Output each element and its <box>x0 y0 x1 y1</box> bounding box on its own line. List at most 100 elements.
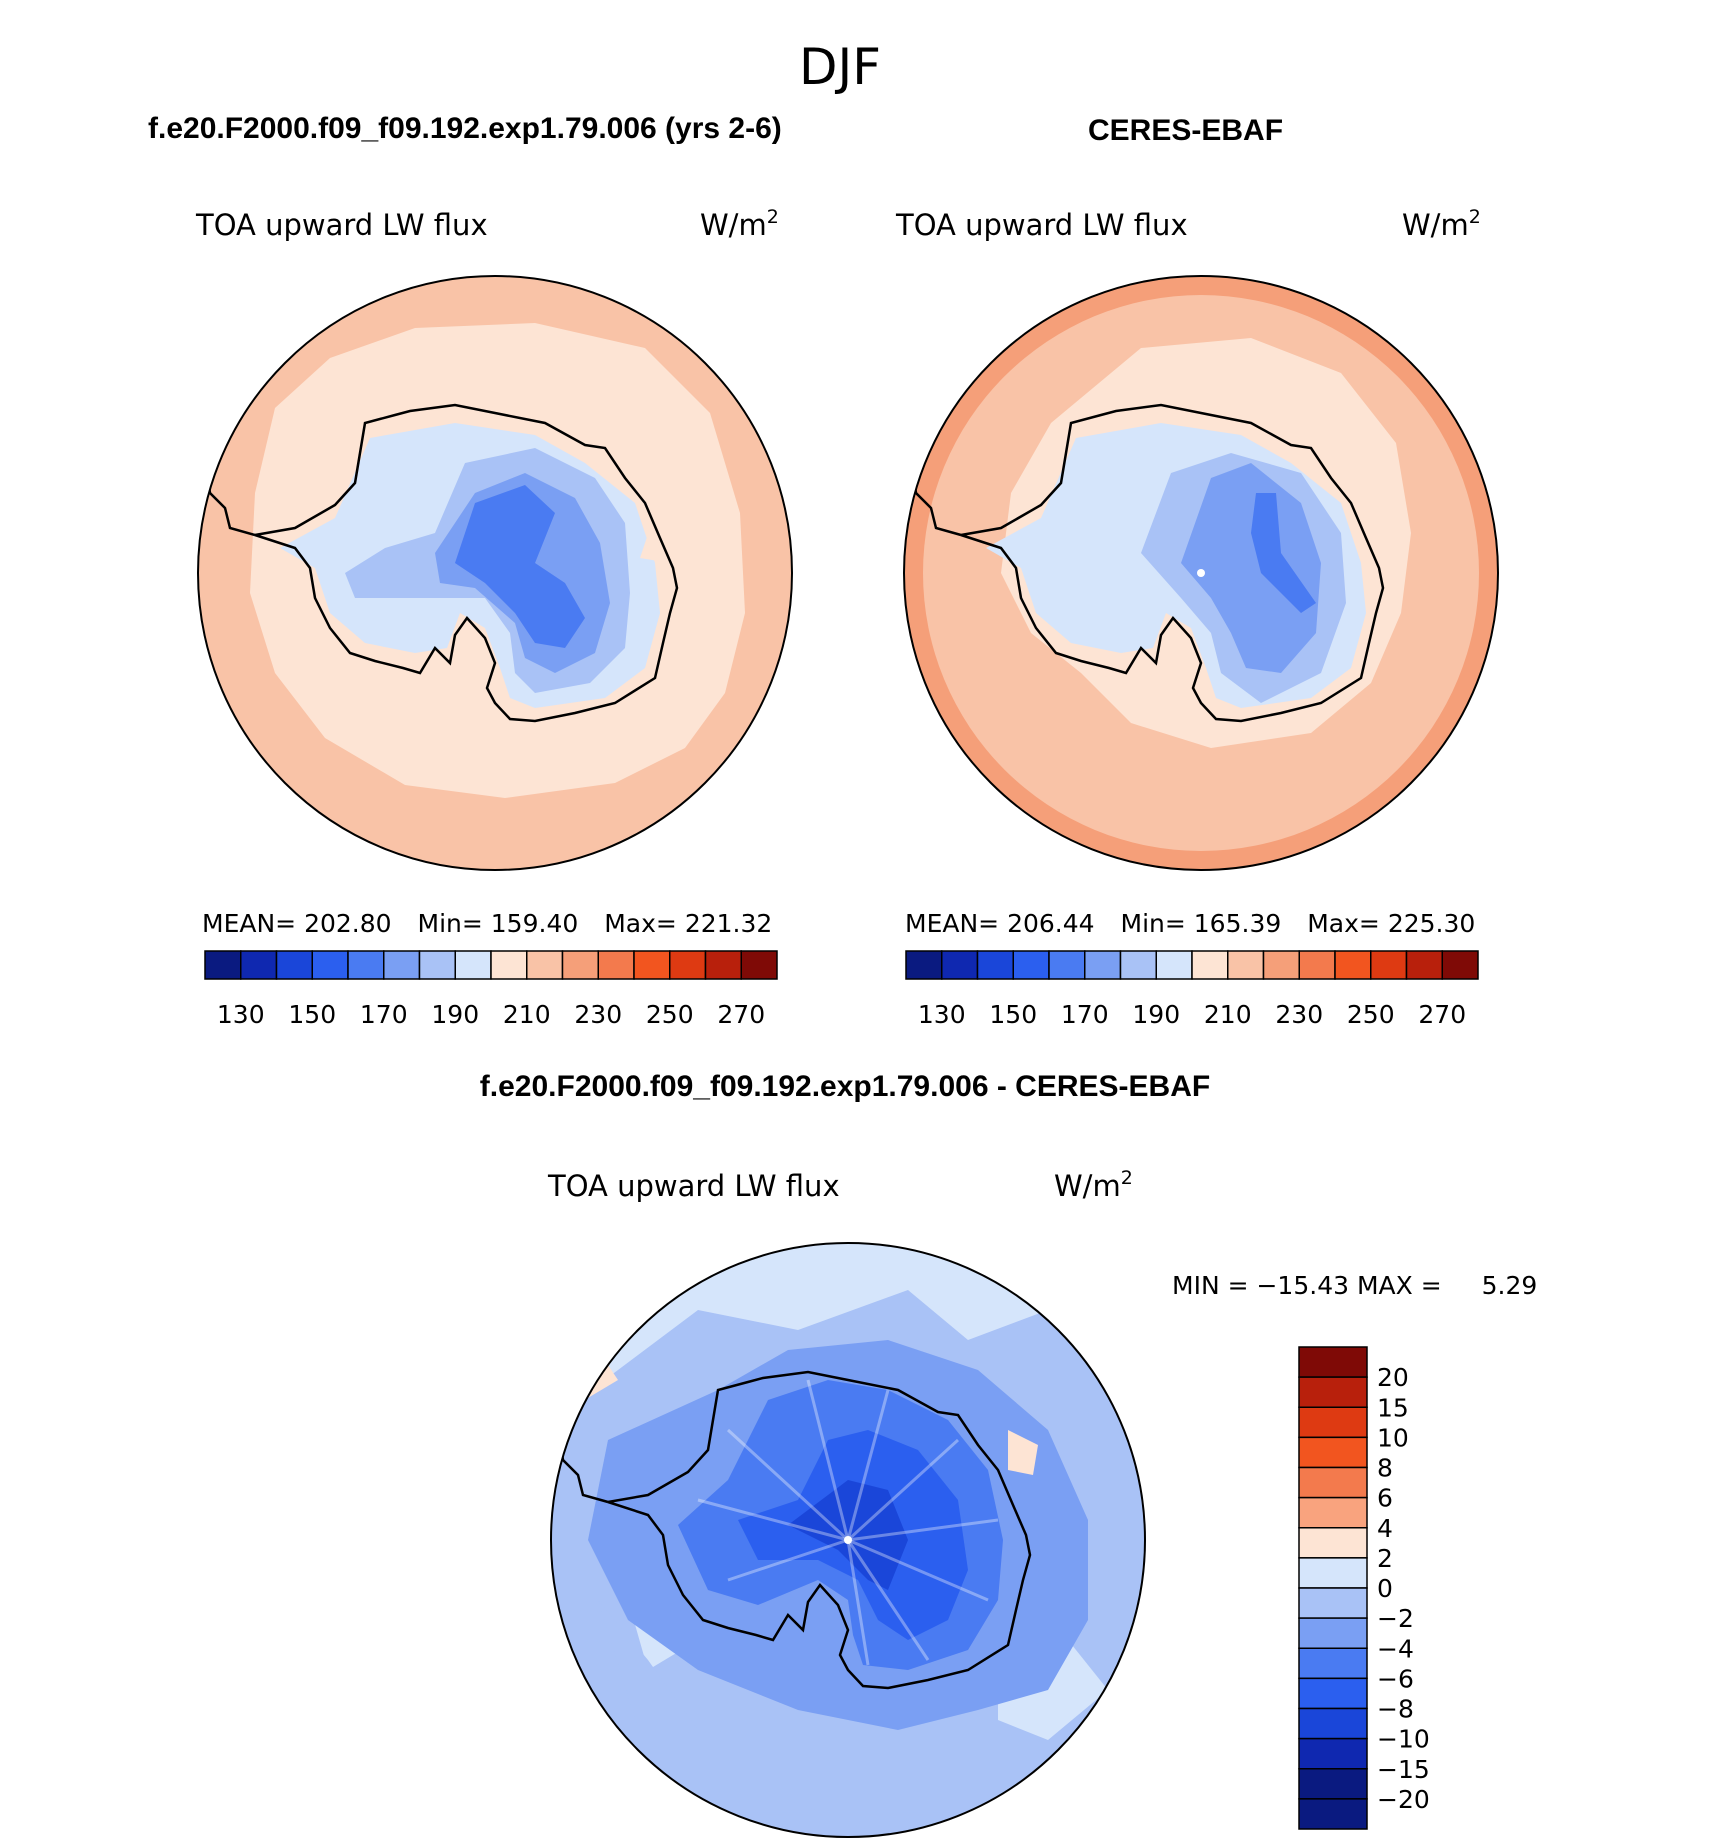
colorbar-swatch <box>1298 1677 1368 1710</box>
min-label: Min= <box>1121 909 1186 938</box>
colorbar-swatch <box>1298 1527 1368 1559</box>
colorbar-swatch <box>383 950 421 980</box>
colorbar-tick-label: 130 <box>217 1000 265 1029</box>
max-label: Max= <box>1307 909 1380 938</box>
colorbar-swatch <box>1298 1647 1368 1680</box>
colorbar-swatch <box>311 950 349 980</box>
panel-left-units: W/m2 <box>700 206 779 242</box>
diff-units: W/m2 <box>1054 1167 1133 1203</box>
map-obs-border <box>903 275 1499 871</box>
diff-stats-max: 5.29 <box>1482 1271 1538 1300</box>
panel-left-stats: MEAN= 202.80 Min= 159.40 Max= 221.32 <box>202 909 772 938</box>
colorbar-swatch <box>454 950 492 980</box>
max-label: Max= <box>604 909 677 938</box>
panel-right-title: CERES-EBAF <box>1088 114 1283 147</box>
colorbar-obs: 130 150 170 190 210 230 250 270 <box>905 950 1479 1029</box>
season-title: DJF <box>799 38 881 96</box>
colorbar-swatch <box>490 950 528 980</box>
colorbar-swatch <box>1298 950 1336 980</box>
colorbar-tick-label: 190 <box>1132 1000 1180 1029</box>
colorbar-swatch <box>561 950 599 980</box>
colorbar-tick-label: 150 <box>288 1000 336 1029</box>
colorbar-swatch <box>1298 1798 1368 1830</box>
colorbar-tick-label: 170 <box>1061 1000 1109 1029</box>
colorbar-swatch <box>1227 950 1265 980</box>
units-superscript: 2 <box>767 206 779 228</box>
colorbar-swatch <box>905 950 943 980</box>
colorbar-swatch <box>1298 1737 1368 1770</box>
colorbar-tick-label: −15 <box>1377 1755 1430 1784</box>
mean-value: 202.80 <box>304 909 391 938</box>
colorbar-swatch <box>976 950 1014 980</box>
panel-right-stats: MEAN= 206.44 Min= 165.39 Max= 225.30 <box>905 909 1475 938</box>
colorbar-swatch <box>1298 1436 1368 1469</box>
colorbar-tick-label: 270 <box>717 1000 765 1029</box>
colorbar-tick-label: 4 <box>1377 1514 1393 1543</box>
colorbar-tick-label: 150 <box>989 1000 1037 1029</box>
units-superscript: 2 <box>1121 1167 1133 1189</box>
panel-right-units: W/m2 <box>1402 206 1481 242</box>
colorbar-swatch <box>1155 950 1193 980</box>
colorbar-tick-label: 0 <box>1377 1574 1393 1603</box>
colorbar-tick-label: 130 <box>918 1000 966 1029</box>
min-label: Min= <box>418 909 483 938</box>
colorbar-swatch <box>1298 1707 1368 1740</box>
colorbar-tick-label: −10 <box>1377 1725 1430 1754</box>
colorbar-swatch <box>1298 1466 1368 1499</box>
units-base: W/m <box>1054 1169 1121 1203</box>
colorbar-swatch <box>740 950 778 980</box>
panel-left-title: f.e20.F2000.f09_f09.192.exp1.79.006 (yrs… <box>148 112 782 145</box>
colorbar-swatch <box>941 950 979 980</box>
colorbar-swatch <box>597 950 635 980</box>
map-model-border <box>197 275 793 871</box>
min-value: 159.40 <box>491 909 578 938</box>
colorbar-swatch <box>1334 950 1372 980</box>
colorbar-tick-label: −4 <box>1377 1634 1414 1663</box>
panel-right-variable: TOA upward LW flux <box>895 208 1188 242</box>
colorbar-swatch <box>1298 1557 1368 1589</box>
map-difference <box>551 1243 1145 1837</box>
colorbar-swatch <box>1298 1768 1368 1800</box>
units-superscript: 2 <box>1469 206 1481 228</box>
colorbar-swatch <box>633 950 671 980</box>
colorbar-swatch <box>1298 1496 1368 1529</box>
mean-label: MEAN= <box>905 909 999 938</box>
colorbar-tick-label: 2 <box>1377 1544 1393 1573</box>
colorbar-swatch <box>1048 950 1086 980</box>
colorbar-tick-label: −8 <box>1377 1695 1414 1724</box>
map-model <box>198 276 792 870</box>
colorbar-tick-label: 6 <box>1377 1484 1393 1513</box>
min-value: 165.39 <box>1194 909 1281 938</box>
colorbar-swatch <box>1298 1346 1368 1378</box>
colorbar-swatch <box>347 950 385 980</box>
mean-value: 206.44 <box>1007 909 1094 938</box>
colorbar-tick-label: 20 <box>1377 1363 1409 1392</box>
colorbar-tick-label: 210 <box>1204 1000 1252 1029</box>
colorbar-tick-label: 8 <box>1377 1454 1393 1483</box>
colorbar-tick-label: −20 <box>1377 1785 1430 1814</box>
colorbar-tick-label: 250 <box>646 1000 694 1029</box>
colorbar-swatch <box>1262 950 1300 980</box>
panel-left-variable: TOA upward LW flux <box>195 208 488 242</box>
colorbar-tick-label: 10 <box>1377 1423 1409 1452</box>
max-value: 225.30 <box>1388 909 1475 938</box>
colorbar-swatch <box>526 950 564 980</box>
units-base: W/m <box>700 208 767 242</box>
diff-stats-label: MIN = −15.43 MAX = <box>1172 1271 1442 1300</box>
colorbar-model: 130 150 170 190 210 230 250 270 <box>204 950 778 1029</box>
colorbar-swatch <box>418 950 456 980</box>
colorbar-swatch <box>1298 1406 1368 1439</box>
colorbar-tick-label: 230 <box>574 1000 622 1029</box>
map-difference-border <box>550 1242 1146 1838</box>
colorbar-tick-label: 230 <box>1275 1000 1323 1029</box>
colorbar-swatch <box>1298 1376 1368 1408</box>
colorbar-swatch <box>1405 950 1443 980</box>
colorbar-swatch <box>204 950 242 980</box>
colorbar-tick-label: 170 <box>360 1000 408 1029</box>
colorbar-swatch <box>1298 1587 1368 1619</box>
diff-variable: TOA upward LW flux <box>547 1169 840 1203</box>
colorbar-tick-label: 15 <box>1377 1393 1409 1422</box>
colorbar-swatch <box>704 950 742 980</box>
